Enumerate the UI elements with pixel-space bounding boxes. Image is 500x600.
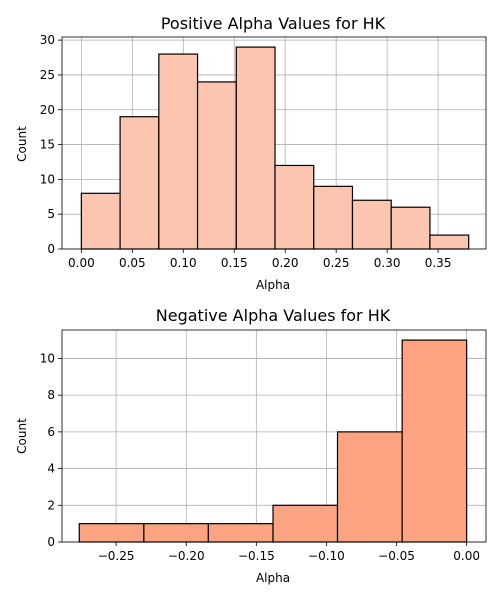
- chart-title: Positive Alpha Values for HK: [161, 14, 386, 33]
- y-tick-label: 8: [47, 388, 55, 402]
- histogram-bar: [207, 523, 274, 543]
- histogram-bar: [78, 523, 145, 543]
- histogram-bar: [143, 523, 209, 543]
- x-tick-label: 0.35: [425, 256, 452, 270]
- histogram-bar: [429, 234, 470, 250]
- axes-frame: [61, 36, 487, 250]
- y-tick-label: 4: [47, 462, 55, 476]
- x-tick-label: −0.05: [378, 549, 415, 563]
- y-tick-label: 30: [40, 33, 55, 47]
- y-tick-label: 15: [40, 138, 55, 152]
- negative-alpha-histogram: Negative Alpha Values for HK Alpha Count…: [15, 306, 487, 585]
- x-axis-label: Alpha: [256, 278, 290, 292]
- x-tick-label: 0.25: [323, 256, 350, 270]
- histogram-bar: [313, 185, 354, 250]
- histogram-bar: [390, 206, 431, 250]
- x-tick-label: −0.10: [308, 549, 345, 563]
- y-tick-label: 10: [40, 351, 55, 365]
- histogram-bar: [196, 81, 237, 250]
- x-axis-label: Alpha: [256, 571, 290, 585]
- y-tick-label: 10: [40, 172, 55, 186]
- positive-alpha-histogram: Positive Alpha Values for HK Alpha Count…: [15, 14, 487, 292]
- y-axis-label: Count: [15, 126, 29, 162]
- histogram-bar: [235, 46, 276, 250]
- axes-frame: [61, 329, 487, 543]
- x-tick-label: 0.20: [272, 256, 299, 270]
- x-tick-label: −0.15: [238, 549, 275, 563]
- y-tick-label: 20: [40, 103, 55, 117]
- histogram-bar: [119, 116, 160, 250]
- y-tick-label: 0: [47, 242, 55, 256]
- histogram-bar: [336, 431, 403, 543]
- chart-title: Negative Alpha Values for HK: [156, 306, 391, 325]
- y-axis-label: Count: [15, 418, 29, 454]
- histogram-bar: [274, 164, 315, 250]
- y-tick-label: 0: [47, 535, 55, 549]
- histogram-bar: [272, 504, 339, 543]
- x-tick-label: 0.10: [170, 256, 197, 270]
- x-tick-label: 0.05: [119, 256, 146, 270]
- x-tick-label: 0.00: [68, 256, 95, 270]
- y-tick-label: 6: [47, 425, 55, 439]
- x-tick-label: −0.25: [98, 549, 135, 563]
- histogram-bar: [158, 53, 199, 250]
- y-tick-label: 25: [40, 68, 55, 82]
- x-tick-label: −0.20: [168, 549, 205, 563]
- y-tick-label: 2: [47, 498, 55, 512]
- y-tick-label: 5: [47, 207, 55, 221]
- histogram-bar: [80, 192, 121, 250]
- x-tick-label: 0.15: [221, 256, 248, 270]
- histogram-bar: [401, 339, 468, 543]
- x-tick-label: 0.30: [374, 256, 401, 270]
- histogram-bar: [351, 199, 392, 250]
- x-tick-label: 0.00: [453, 549, 480, 563]
